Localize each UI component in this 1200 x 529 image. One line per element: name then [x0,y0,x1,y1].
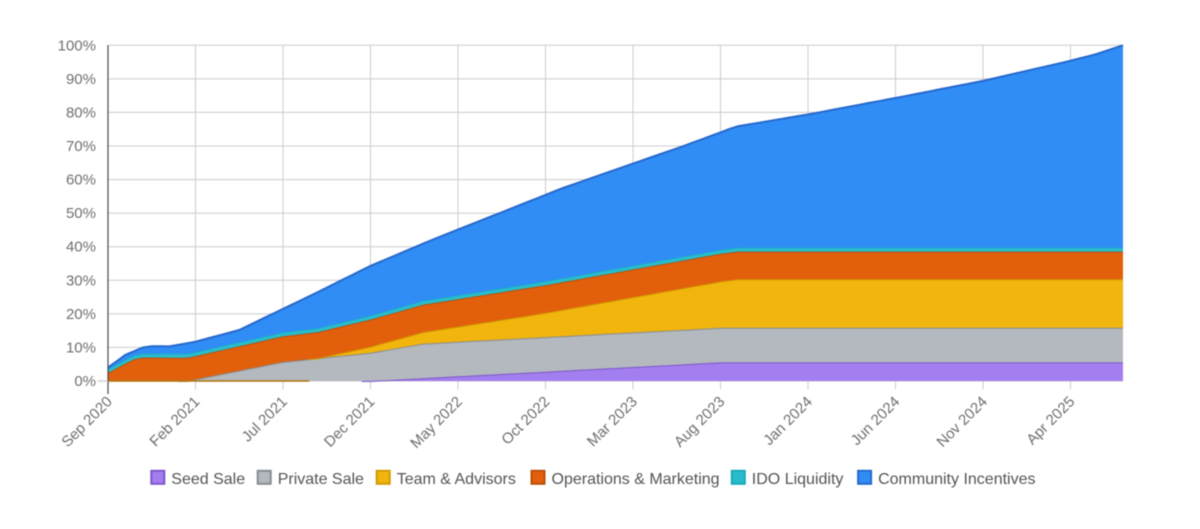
svg-text:Operations & Marketing: Operations & Marketing [552,471,720,488]
svg-text:30%: 30% [66,272,96,289]
svg-text:Private Sale: Private Sale [278,471,364,488]
svg-text:90%: 90% [66,71,96,88]
svg-text:50%: 50% [66,205,96,222]
svg-text:100%: 100% [58,37,96,54]
svg-text:0%: 0% [74,373,96,390]
svg-text:Seed Sale: Seed Sale [171,471,245,488]
svg-text:Team & Advisors: Team & Advisors [397,471,516,488]
svg-text:10%: 10% [66,339,96,356]
svg-text:80%: 80% [66,104,96,121]
svg-text:40%: 40% [66,239,96,256]
svg-text:IDO Liquidity: IDO Liquidity [752,471,844,488]
svg-text:60%: 60% [66,172,96,189]
svg-text:Community Incentives: Community Incentives [878,471,1035,488]
svg-text:20%: 20% [66,306,96,323]
svg-text:70%: 70% [66,138,96,155]
